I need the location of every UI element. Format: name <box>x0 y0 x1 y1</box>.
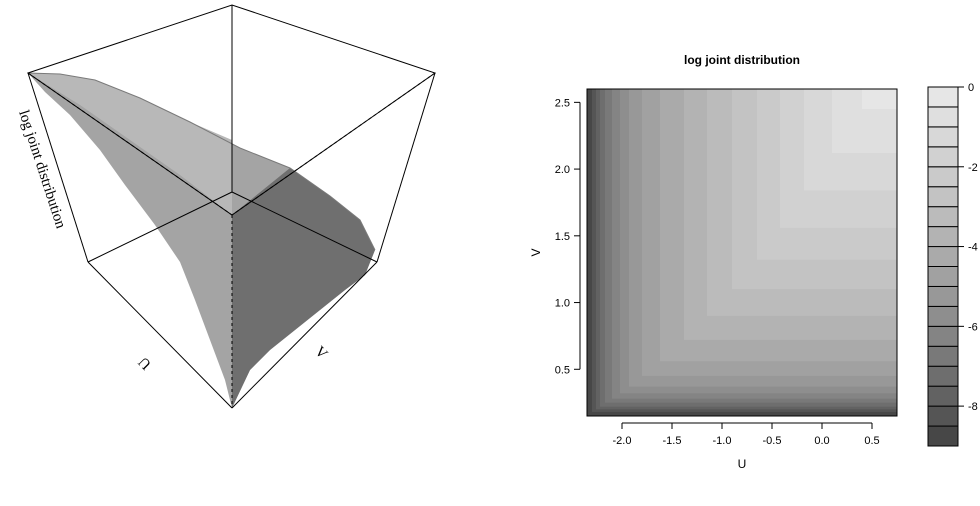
colorbar-tick-label: -6 <box>968 321 978 333</box>
filled-contour-plot: log joint distribution -2.0 -1.5 -1.0 -0.5 0… <box>529 53 978 471</box>
y-axis: 0.5 1.0 1.5 2.0 2.5 <box>555 97 581 376</box>
colorbar-tick-label: -2 <box>968 162 978 174</box>
colorbar-swatch <box>927 106 959 128</box>
x-axis: -2.0 -1.5 -1.0 -0.5 0.0 0.5 <box>613 422 880 447</box>
surface-edge <box>27 72 376 251</box>
surface-facet-dark <box>232 168 375 408</box>
colorbar-swatch <box>927 246 959 268</box>
colorbar-swatch <box>927 385 959 407</box>
colorbar-swatch <box>927 365 959 387</box>
colorbar-swatch <box>927 345 959 367</box>
x-tick-label: 0.5 <box>864 435 879 447</box>
colorbar-swatch <box>927 226 959 248</box>
colorbar-swatch <box>927 266 959 287</box>
box-edge <box>87 261 233 409</box>
colorbar-swatch <box>927 186 959 208</box>
colorbar-tick-label: -8 <box>968 401 978 413</box>
x-tick-label: -1.0 <box>713 435 732 447</box>
colorbar: 0 -2 -4 -6 -8 <box>927 82 978 447</box>
box-edge <box>231 191 378 263</box>
colorbar-swatch <box>927 146 959 168</box>
colorbar-swatch <box>927 86 959 108</box>
plot-frame <box>586 88 898 417</box>
colorbar-tick-label: 0 <box>968 82 974 94</box>
colorbar-swatch <box>927 166 959 188</box>
colorbar-swatch <box>927 285 959 307</box>
colorbar-swatch <box>927 425 959 447</box>
colorbar-swatch <box>927 206 959 228</box>
box-edge <box>87 191 233 263</box>
box-edge <box>27 72 89 263</box>
y-tick-label: 0.5 <box>555 364 570 376</box>
box-edge <box>376 72 436 263</box>
chart-title: log joint distribution <box>684 53 800 67</box>
x-tick-label: 0.0 <box>814 435 829 447</box>
bounding-box <box>26 4 437 409</box>
box-edge <box>231 261 378 409</box>
y-axis-label: V <box>529 248 543 256</box>
perspective-plot: log joint distribution U V <box>15 4 437 409</box>
surface-facet-mid <box>28 73 232 215</box>
box-hidden-edge <box>231 72 436 216</box>
x-tick-label: -1.5 <box>663 435 682 447</box>
colorbar-swatch <box>927 305 959 327</box>
y-tick-label: 1.5 <box>555 231 570 243</box>
x-tick-label: -2.0 <box>613 435 632 447</box>
y-tick-label: 2.0 <box>555 164 570 176</box>
surface <box>27 72 376 408</box>
colorbar-swatch <box>927 405 959 427</box>
colorbar-swatch <box>927 325 959 347</box>
perspective-z-label: log joint distribution <box>15 108 68 231</box>
colorbar-swatch <box>927 126 959 148</box>
contour-bands <box>587 89 897 416</box>
perspective-y-label: V <box>311 344 330 363</box>
contour-band <box>862 89 897 110</box>
x-axis-label: U <box>738 457 747 471</box>
y-tick-label: 2.5 <box>555 97 570 109</box>
x-tick-label: -0.5 <box>763 435 782 447</box>
perspective-x-label: U <box>136 353 155 372</box>
colorbar-tick-label: -4 <box>968 242 978 254</box>
y-tick-label: 1.0 <box>555 298 570 310</box>
